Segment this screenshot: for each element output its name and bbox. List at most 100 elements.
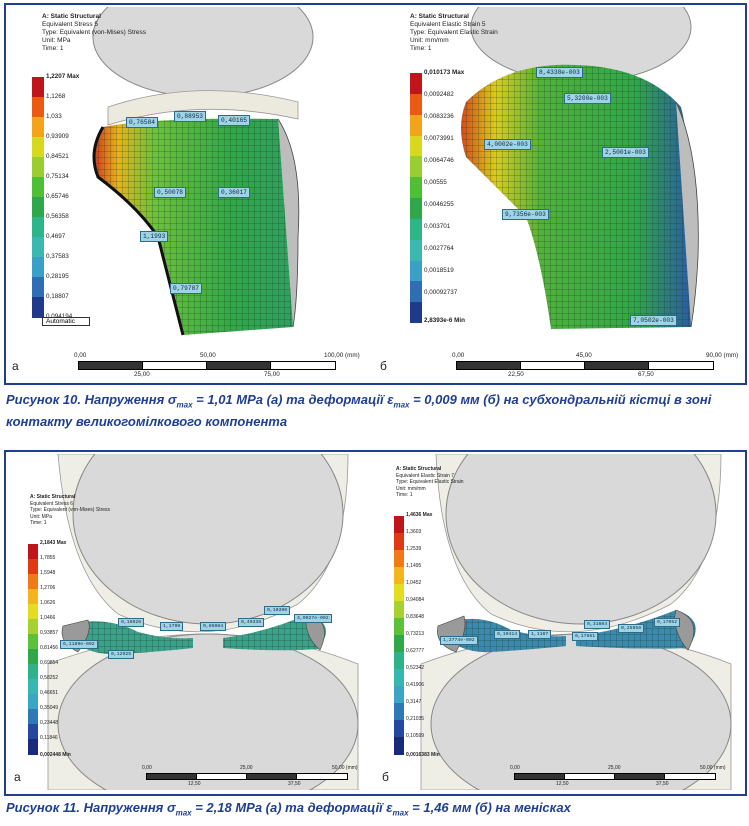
- legend-swatch: [410, 114, 422, 136]
- scale-label: 0,00: [510, 765, 520, 771]
- legend-tick: 2,1843 Max: [40, 540, 67, 546]
- legend-swatch: [394, 516, 404, 534]
- legend-swatch: [32, 157, 44, 178]
- legend-swatch: [32, 277, 44, 298]
- info-line: Type: Equivalent (von-Mises) Stress: [30, 507, 111, 513]
- legend-tick: 0,93909: [46, 133, 69, 140]
- legend-swatch: [32, 237, 44, 258]
- info-line: A: Static Structural: [42, 13, 101, 20]
- caption-subscript: max: [175, 808, 192, 818]
- probe-label: 0,25958: [618, 624, 645, 633]
- caption-subscript: max: [393, 400, 410, 410]
- scale-label: 25,00: [240, 765, 253, 771]
- caption-text: = 2,18 MPa (а) та деформації ε: [191, 800, 393, 815]
- info-line: A: Static Structural: [410, 13, 469, 20]
- scale-label: 12,50: [188, 781, 201, 787]
- legend-swatch: [28, 619, 38, 635]
- probe-label: 9,7356e-003: [502, 209, 549, 220]
- fig11-a-scale-bar: 0,00 25,00 50,00 (mm) 12,50 37,50: [142, 765, 362, 790]
- legend-tick: 0,00092737: [424, 289, 458, 296]
- info-line: Time: 1: [396, 492, 413, 498]
- probe-label: 4,0002e-003: [484, 139, 531, 150]
- legend-tick: 0,41906: [406, 682, 425, 688]
- info-line: Type: Equivalent (von-Mises) Stress: [42, 29, 147, 36]
- legend-tick: 0,0073991: [424, 135, 454, 142]
- caption-subscript: max: [176, 400, 193, 410]
- legend-tick: 0,00555: [424, 179, 447, 186]
- scale-segment: [520, 361, 586, 370]
- probe-label: 0,10414: [494, 630, 521, 639]
- legend-swatch: [28, 709, 38, 725]
- scale-segment: [664, 773, 716, 780]
- probe-label: 0,76584: [126, 117, 158, 128]
- legend-swatch: [32, 177, 44, 198]
- legend-swatch: [28, 664, 38, 680]
- legend-swatch: [394, 720, 404, 738]
- legend-swatch: [32, 77, 44, 98]
- probe-label: 1,1790: [160, 622, 184, 631]
- scale-label: 50,00 (mm): [700, 765, 726, 771]
- fig10-a-legend-labels: 1,2207 Max 1,1268 1,033 0,93909 0,84521 …: [46, 73, 106, 323]
- info-line: Time: 1: [410, 45, 432, 52]
- legend-tick: 0,83648: [406, 614, 425, 620]
- legend-swatch: [394, 550, 404, 568]
- fig11-b-scale-bar: 0,00 25,00 50,00 (mm) 12,50 37,50: [510, 765, 732, 790]
- legend-swatch: [28, 589, 38, 605]
- fig11-a-color-legend: [28, 544, 38, 755]
- legend-tick: 0,84521: [46, 153, 69, 160]
- fig10-a-color-legend: [32, 77, 44, 318]
- probe-label: 0,10390: [264, 606, 291, 615]
- figure-10-caption: Рисунок 10. Напруження σmax = 1,01 MPa (…: [6, 392, 726, 430]
- legend-tick: 0,0092482: [424, 91, 454, 98]
- scale-label: 0,00: [74, 352, 87, 359]
- probe-label: 0,86084: [200, 622, 227, 631]
- legend-tick: 1,0452: [406, 580, 422, 586]
- info-line: Equivalent Elastic Strain 5: [410, 21, 486, 28]
- legend-tick: 0,62777: [406, 648, 425, 654]
- caption-subscript: max: [392, 808, 409, 818]
- figure-11-caption: Рисунок 11. Напруження σmax = 2,18 MPa (…: [6, 800, 726, 822]
- legend-swatch: [394, 703, 404, 721]
- legend-tick: 0,93857: [40, 630, 59, 636]
- caption-text: Рисунок 10. Напруження σ: [6, 392, 177, 407]
- probe-label: 0,36017: [218, 187, 250, 198]
- legend-swatch: [32, 117, 44, 138]
- legend-swatch: [410, 156, 422, 178]
- legend-swatch: [32, 137, 44, 158]
- legend-tick: 0,002448 Min: [40, 752, 71, 758]
- fig11-b-color-legend: [394, 516, 404, 755]
- legend-tick: 0,28195: [46, 273, 69, 280]
- scale-segment: [196, 773, 248, 780]
- info-line: Type: Equivalent Elastic Strain: [396, 479, 464, 485]
- info-line: Equivalent Stress 6: [30, 500, 74, 507]
- legend-swatch: [28, 574, 38, 590]
- legend-tick: 0,73213: [406, 631, 425, 637]
- legend-tick: 0,81456: [40, 645, 59, 651]
- scale-segment: [206, 361, 272, 370]
- legend-tick: 1,5948: [40, 570, 56, 576]
- scale-label: 50,00 (mm): [332, 765, 358, 771]
- fig10-b-legend-labels: 0,010173 Max 0,0092482 0,0083236 0,00739…: [424, 69, 494, 329]
- probe-label: 5,3200e-003: [564, 93, 611, 104]
- legend-tick: 0,094194: [46, 313, 72, 320]
- legend-swatch: [410, 239, 422, 261]
- fig11-a-view: A: Static Structural Equivalent Stress 6…: [8, 454, 372, 790]
- legend-tick: 0,56358: [46, 213, 69, 220]
- probe-label: 0,40338: [238, 618, 265, 627]
- legend-swatch: [410, 198, 422, 220]
- fig11-b-view: A: Static Structural Equivalent Elastic …: [376, 454, 742, 790]
- scale-segment: [564, 773, 616, 780]
- probe-label: 1,1993: [140, 231, 169, 242]
- legend-tick: 0,18807: [46, 293, 69, 300]
- probe-label: 0,40165: [218, 115, 250, 126]
- legend-tick: 0,10599: [406, 733, 425, 739]
- legend-swatch: [410, 281, 422, 303]
- legend-tick: 0,23448: [40, 720, 59, 726]
- legend-tick: 2,8393e-6 Min: [424, 317, 465, 324]
- legend-swatch: [394, 686, 404, 704]
- info-line: Unit: MPa: [30, 513, 52, 520]
- scale-segment: [78, 361, 144, 370]
- legend-swatch: [28, 544, 38, 560]
- legend-tick: 0,58252: [40, 675, 59, 681]
- legend-swatch: [410, 302, 422, 324]
